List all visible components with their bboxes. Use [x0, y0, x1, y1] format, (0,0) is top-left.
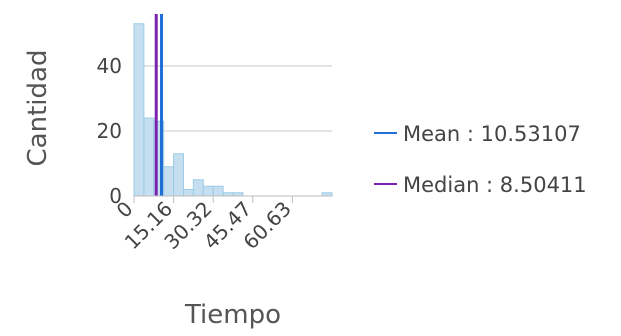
y-axis-title: Cantidad [23, 50, 53, 167]
y-tick-label: 0 [109, 184, 122, 208]
histogram-bar [192, 179, 204, 197]
histogram-bar [183, 189, 194, 197]
y-tick-label: 20 [97, 119, 122, 143]
grid-lines [134, 65, 332, 132]
legend-mean-label: Mean : 10.53107 [403, 122, 581, 146]
legend: Mean : 10.53107 Median : 8.50411 [374, 122, 587, 197]
histogram-bar [163, 166, 175, 197]
histogram-bar [133, 23, 145, 197]
reference-lines [154, 14, 164, 196]
x-axis-title: Tiempo [184, 300, 281, 330]
histogram-bar [212, 185, 224, 197]
histogram-bar [143, 117, 155, 197]
histogram-bar [202, 185, 214, 197]
axes [133, 195, 332, 203]
histogram-bars [133, 23, 333, 197]
y-tick-label: 40 [97, 54, 122, 78]
legend-median-label: Median : 8.50411 [403, 173, 587, 197]
histogram-bar [173, 153, 185, 197]
